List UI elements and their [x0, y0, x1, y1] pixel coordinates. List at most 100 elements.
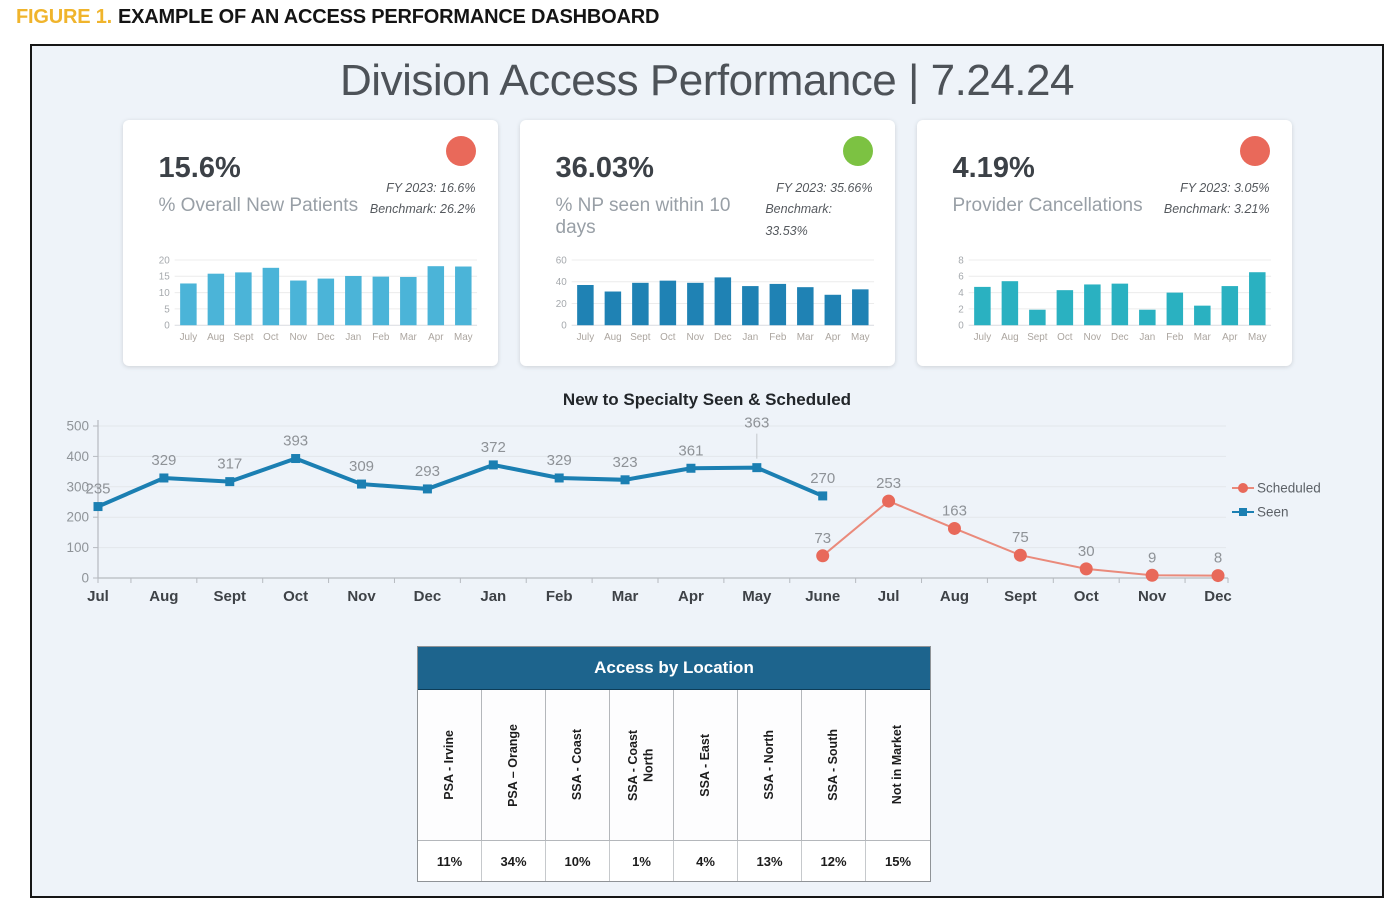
svg-text:361: 361	[678, 442, 703, 459]
svg-text:Jan: Jan	[742, 332, 758, 343]
kpi-card-row: 15.6% % Overall New Patients FY 2023: 16…	[32, 120, 1382, 366]
svg-text:0: 0	[81, 571, 89, 586]
bar-series	[576, 277, 869, 326]
location-value: 11%	[418, 841, 482, 881]
fy-prior-value: FY 2023: 16.6%	[386, 181, 476, 195]
svg-text:Sept: Sept	[233, 332, 254, 343]
svg-text:0: 0	[958, 321, 964, 332]
svg-text:Oct: Oct	[1057, 332, 1073, 343]
svg-text:July: July	[973, 332, 991, 343]
svg-text:Nov: Nov	[1083, 332, 1101, 343]
status-indicator-icon	[445, 136, 476, 166]
svg-text:Dec: Dec	[714, 332, 732, 343]
location-column-header: Not in Market	[866, 690, 930, 840]
svg-text:60: 60	[555, 255, 566, 266]
svg-text:Sept: Sept	[630, 332, 651, 343]
dashboard-title: Division Access Performance | 7.24.24	[340, 56, 1074, 105]
svg-text:323: 323	[613, 454, 638, 471]
location-column-header: SSA - Coast	[546, 690, 610, 840]
access-table-container: Access by Location PSA - Irvine PSA – Ora…	[0, 646, 1349, 882]
location-value: 34%	[482, 841, 546, 881]
svg-text:300: 300	[66, 479, 89, 494]
kpi-card-provider-cancellations: 4.19% Provider Cancellations FY 2023: 3.…	[916, 120, 1292, 366]
svg-text:Aug: Aug	[940, 588, 969, 605]
svg-text:Mar: Mar	[796, 332, 814, 343]
legend-item-scheduled: Scheduled	[1232, 481, 1321, 496]
svg-text:235: 235	[85, 481, 110, 498]
svg-text:163: 163	[942, 502, 967, 519]
svg-text:0: 0	[561, 321, 567, 332]
svg-text:2: 2	[958, 304, 964, 315]
kpi-bar-chart: 0 20 40 60 July Aug Sept Oct Nov Dec Jan Feb Mar Apr M…	[555, 255, 874, 343]
svg-text:317: 317	[217, 456, 242, 473]
svg-text:Oct: Oct	[263, 332, 279, 343]
svg-text:393: 393	[283, 433, 308, 450]
location-value: 10%	[546, 841, 610, 881]
svg-text:Aug: Aug	[1001, 332, 1019, 343]
location-value: 12%	[802, 841, 866, 881]
svg-text:May: May	[850, 332, 869, 343]
location-value: 4%	[674, 841, 738, 881]
kpi-value: 36.03%	[555, 152, 654, 184]
status-indicator-icon	[1239, 136, 1270, 166]
bar-series	[973, 272, 1266, 326]
line-chart: 0 100 200 300 400 500 Jul Aug Sept Oct Nov Dec Jan Fe…	[66, 415, 1321, 605]
svg-text:372: 372	[481, 439, 506, 456]
svg-text:June: June	[805, 588, 840, 605]
status-indicator-icon	[842, 136, 873, 166]
svg-text:329: 329	[547, 452, 572, 469]
svg-text:Mar: Mar	[612, 588, 639, 605]
location-value: 13%	[738, 841, 802, 881]
svg-text:Mar: Mar	[1193, 332, 1211, 343]
figure-caption-number: FIGURE 1.	[16, 6, 112, 28]
svg-text:200: 200	[66, 510, 89, 525]
svg-text:July: July	[179, 332, 197, 343]
svg-text:Dec: Dec	[317, 332, 335, 343]
kpi-label: Provider Cancellations	[952, 195, 1143, 216]
svg-text:0: 0	[164, 321, 170, 332]
bar-series	[179, 266, 472, 326]
svg-text:270: 270	[810, 470, 835, 487]
access-table-value-row: 11% 34% 10% 1% 4% 13% 12% 15%	[418, 840, 930, 881]
kpi-card-np-seen-10-days: 36.03% % NP seen within 10 days FY 2023:…	[519, 120, 895, 366]
kpi-card-overall-new-patients: 15.6% % Overall New Patients FY 2023: 16…	[122, 120, 498, 366]
location-column-header: SSA - South	[802, 690, 866, 840]
svg-text:20: 20	[158, 255, 169, 266]
svg-text:40: 40	[555, 277, 566, 288]
svg-text:8: 8	[958, 255, 964, 266]
svg-text:20: 20	[555, 299, 566, 310]
location-value: 1%	[610, 841, 674, 881]
svg-text:Dec: Dec	[1111, 332, 1129, 343]
svg-text:Jul: Jul	[87, 588, 109, 605]
kpi-label: % NP seen within 10 days	[555, 195, 731, 238]
svg-text:Aug: Aug	[207, 332, 225, 343]
svg-text:Oct: Oct	[1074, 588, 1099, 605]
kpi-value: 15.6%	[158, 152, 241, 184]
svg-text:10: 10	[158, 288, 169, 299]
dashboard-panel: Division Access Performance | 7.24.24 15…	[30, 44, 1384, 898]
svg-text:15: 15	[158, 272, 169, 283]
svg-text:Aug: Aug	[604, 332, 622, 343]
series-seen: 235 329 317 393 309 293 372 329 323 361 363 270	[85, 415, 835, 512]
svg-text:Sept: Sept	[1004, 588, 1037, 605]
svg-text:Jul: Jul	[878, 588, 900, 605]
svg-text:Dec: Dec	[414, 588, 442, 605]
svg-text:363: 363	[744, 415, 769, 432]
benchmark-value: Benchmark: 3.21%	[1163, 202, 1270, 217]
svg-text:Feb: Feb	[1166, 332, 1184, 343]
svg-text:5: 5	[164, 304, 170, 315]
svg-text:May: May	[742, 588, 772, 605]
kpi-bar-chart: 0 5 10 15 20 July Aug Sept Oct Nov Dec Jan Feb Mar Apr…	[158, 255, 477, 343]
svg-text:Sept: Sept	[1027, 332, 1048, 343]
svg-text:Scheduled: Scheduled	[1257, 481, 1321, 496]
fy-prior-value: FY 2023: 3.05%	[1180, 181, 1270, 195]
location-column-header: SSA - East	[674, 690, 738, 840]
figure-caption: FIGURE 1. EXAMPLE OF AN ACCESS PERFORMANC…	[16, 6, 659, 29]
svg-text:Apr: Apr	[678, 588, 704, 605]
series-scheduled: 73 253 163 75 30 9 8	[814, 475, 1225, 583]
svg-text:May: May	[453, 332, 472, 343]
svg-text:4: 4	[958, 288, 964, 299]
svg-text:Nov: Nov	[1138, 588, 1167, 605]
location-column-header: PSA – Orange	[482, 690, 546, 840]
access-by-location-table: Access by Location PSA - Irvine PSA – Ora…	[417, 646, 931, 882]
